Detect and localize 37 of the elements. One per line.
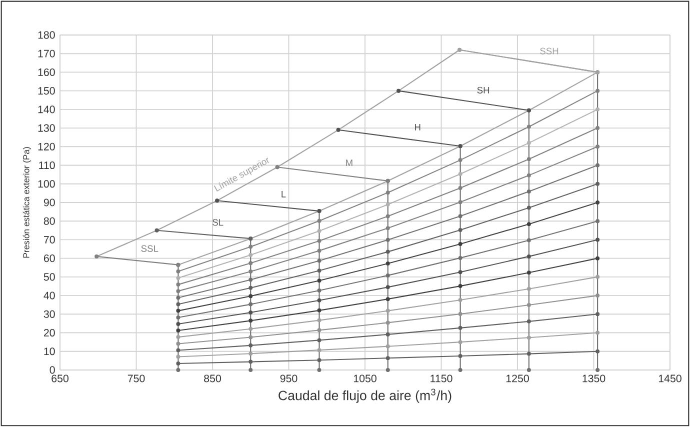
series-label: L [282,190,286,198]
y-tick-label: 150 [38,87,55,95]
series-label: H [415,124,420,130]
x-tick-label: 650 [52,374,68,382]
series-label: M [346,160,352,166]
series-label: SL [212,219,224,226]
y-tick-label: 180 [38,31,55,39]
series-label: SSH [540,48,558,54]
x-tick-label: 1350 [582,374,606,382]
y-tick-label: 80 [44,217,55,225]
y-tick-label: 130 [38,124,55,132]
y-tick-label: 170 [38,50,55,58]
x-tick-label: 750 [128,374,145,382]
y-tick-label: 120 [38,142,55,150]
y-tick-label: 60 [44,254,55,262]
x-tick-label: 950 [280,374,298,382]
y-axis-title: Presión estática exterior (Pa) [22,147,32,258]
y-tick-label: 10 [44,348,55,356]
y-tick-label: 20 [44,328,55,337]
x-tick-label: 1250 [506,374,529,382]
x-tick-label: 1150 [430,374,452,382]
y-tick-label: 100 [38,180,55,188]
x-tick-label: 850 [204,374,221,382]
series-label: SSL [141,245,158,252]
y-tick-label: 30 [44,310,55,318]
x-axis-title: Caudal de flujo de aire (m$^{3}$/h) [278,388,452,403]
y-tick-label: 110 [39,161,55,170]
y-tick-label: 0 [50,366,55,374]
y-tick-label: 140 [38,106,55,114]
y-tick-label: 40 [44,292,55,300]
y-tick-label: 90 [44,198,55,206]
x-tick-label: 1450 [658,374,682,382]
y-tick-label: 160 [38,68,55,76]
y-tick-label: 70 [44,236,55,244]
y-tick-label: 50 [44,273,55,281]
series-label: SH [477,86,490,94]
x-tick-label: 1050 [354,374,376,382]
